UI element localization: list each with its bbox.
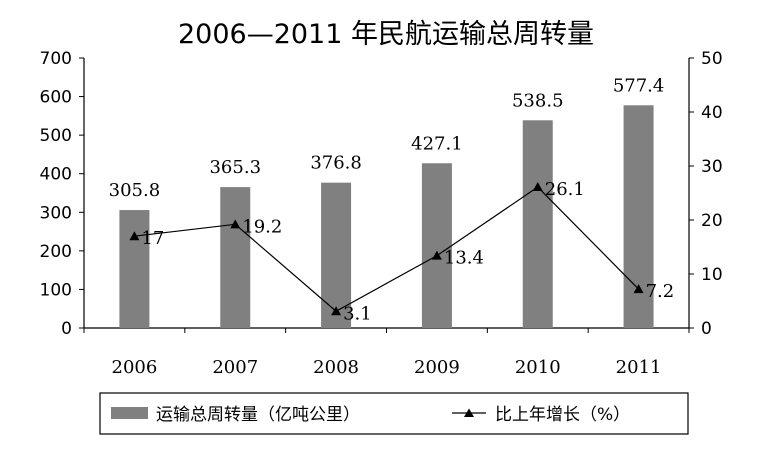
legend: 运输总周转量（亿吨公里） 比上年增长（%） <box>99 392 689 435</box>
bar-value-label: 365.3 <box>209 157 261 178</box>
left-axis-tick-label: 500 <box>40 126 72 146</box>
left-axis-tick-label: 400 <box>40 165 72 185</box>
bar-value-label: 577.4 <box>613 75 665 96</box>
legend-bar-label: 运输总周转量（亿吨公里） <box>156 405 360 425</box>
growth-point <box>129 231 140 241</box>
bar <box>421 163 452 328</box>
left-axis-tick-label: 200 <box>40 242 72 262</box>
x-axis-tick-label: 2010 <box>515 357 561 378</box>
right-axis-tick-label: 40 <box>701 103 723 123</box>
growth-line <box>134 186 640 312</box>
legend-box <box>99 392 689 435</box>
left-axis-tick-label: 0 <box>61 319 72 339</box>
bar <box>321 182 352 328</box>
growth-point <box>331 306 342 316</box>
left-axis-tick-label: 100 <box>40 280 72 300</box>
bar-series <box>119 105 654 329</box>
right-axis-tick-label: 20 <box>701 211 723 231</box>
growth-point <box>532 182 543 192</box>
legend-line-label: 比上年增长（%） <box>495 405 630 425</box>
chart-title: 2006—2011 年民航运输总周转量 <box>178 19 594 50</box>
bar <box>220 187 251 328</box>
x-axis-tick-label: 2006 <box>112 357 158 378</box>
right-axis-tick-label: 50 <box>701 49 723 69</box>
right-axis-tick-label: 0 <box>701 319 712 339</box>
left-axis-tick-label: 600 <box>40 88 72 108</box>
growth-value-label: 19.2 <box>242 216 282 237</box>
growth-value-label: 17 <box>141 228 164 249</box>
bar <box>522 120 553 329</box>
growth-value-label: 3.1 <box>343 303 372 324</box>
axes: 0 100 200 300 400 500 600 700 0 10 20 30 40 50 2006 200… <box>40 49 723 378</box>
growth-value-label: 26.1 <box>545 179 585 200</box>
growth-point <box>633 284 644 294</box>
left-axis-tick-label: 300 <box>40 203 72 223</box>
bar-value-label: 538.5 <box>512 90 564 111</box>
bar-value-label: 305.8 <box>109 180 161 201</box>
left-axis-tick-label: 700 <box>40 49 72 69</box>
bar-value-label: 427.1 <box>411 133 463 154</box>
data-labels: 305.8 365.3 376.8 427.1 538.5 577.4 17 19.2 3.1 1… <box>109 75 675 324</box>
growth-point <box>230 219 241 229</box>
x-axis-tick-label: 2009 <box>414 357 460 378</box>
x-axis-tick-label: 2008 <box>313 357 359 378</box>
legend-bar-swatch <box>111 407 148 419</box>
line-series <box>129 182 644 316</box>
bar-value-label: 376.8 <box>310 153 362 174</box>
growth-value-label: 13.4 <box>444 248 484 269</box>
growth-value-label: 7.2 <box>646 281 675 302</box>
x-axis-tick-label: 2007 <box>212 357 258 378</box>
bar <box>119 210 150 328</box>
right-axis-tick-label: 10 <box>701 265 723 285</box>
right-axis-tick-label: 30 <box>701 157 723 177</box>
growth-point <box>431 250 442 260</box>
x-axis-tick-label: 2011 <box>616 357 662 378</box>
legend-line-marker <box>464 408 474 417</box>
